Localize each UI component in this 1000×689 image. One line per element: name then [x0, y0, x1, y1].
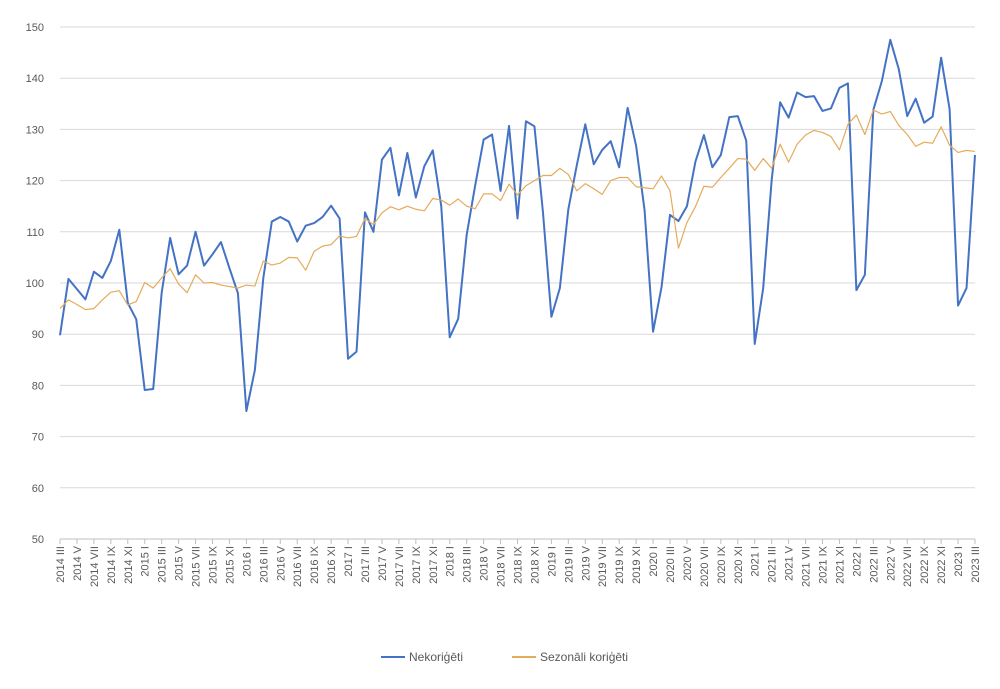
x-tick-label: 2020 VII	[699, 546, 711, 587]
y-tick-label: 100	[26, 278, 44, 290]
y-tick-label: 150	[26, 22, 44, 34]
x-tick-label: 2016 VII	[292, 546, 304, 587]
legend-label-sezonali-korigeti: Sezonāli koriģēti	[540, 650, 628, 664]
x-tick-label: 2020 IX	[716, 545, 728, 584]
series-line-0	[59, 38, 976, 412]
x-tick-label: 2015 IX	[208, 545, 220, 584]
x-tick-label: 2014 V	[72, 545, 84, 581]
x-tick-label: 2021 I	[750, 546, 762, 577]
x-tick-label: 2015 XI	[224, 546, 236, 584]
x-tick-label: 2018 VII	[496, 546, 508, 587]
x-tick-label: 2020 V	[682, 545, 694, 581]
y-tick-label: 50	[32, 534, 44, 546]
x-tick-label: 2018 I	[445, 546, 457, 577]
y-tick-label: 70	[32, 432, 44, 444]
x-tick-label: 2020 XI	[733, 546, 745, 584]
y-axis: 50 60 70 80 90 100 110 120 130 140 150	[26, 22, 44, 546]
x-axis: 2014 III 2014 V 2014 VII 2014 IX 2014 XI 2015…	[55, 538, 982, 587]
x-tick-label: 2017 XI	[428, 546, 440, 584]
x-tick-label: 2020 III	[665, 546, 677, 583]
x-tick-label: 2019 VII	[597, 546, 609, 587]
x-tick-label: 2019 V	[580, 545, 592, 581]
series-layer	[59, 38, 976, 412]
x-tick-label: 2021 VII	[801, 546, 813, 587]
x-tick-label: 2023 III	[970, 546, 982, 583]
x-tick-label: 2016 I	[241, 546, 253, 577]
x-tick-label: 2019 XI	[631, 546, 643, 584]
legend: Nekoriģēti Sezonāli koriģēti	[381, 650, 628, 664]
x-tick-label: 2021 V	[784, 545, 796, 581]
x-tick-label: 2019 I	[546, 546, 558, 577]
y-tick-label: 130	[26, 124, 44, 136]
x-tick-label: 2022 IX	[919, 545, 931, 584]
x-tick-label: 2014 VII	[89, 546, 101, 587]
x-tick-label: 2015 VII	[191, 546, 203, 587]
x-tick-label: 2017 IX	[411, 545, 423, 584]
x-tick-label: 2014 III	[55, 546, 67, 583]
x-tick-label: 2022 V	[885, 545, 897, 581]
x-tick-label: 2022 XI	[936, 546, 948, 584]
y-tick-label: 90	[32, 329, 44, 341]
x-tick-label: 2022 III	[868, 546, 880, 583]
x-tick-label: 2017 VII	[394, 546, 406, 587]
y-tick-label: 110	[26, 227, 44, 239]
legend-label-nekorigeti: Nekoriģēti	[409, 650, 463, 664]
x-tick-label: 2022 VII	[902, 546, 914, 587]
x-tick-label: 2021 XI	[834, 546, 846, 584]
y-tick-label: 120	[26, 176, 44, 188]
x-tick-label: 2015 V	[174, 545, 186, 581]
y-tick-label: 60	[32, 483, 44, 495]
x-tick-label: 2014 IX	[106, 545, 118, 584]
x-tick-label: 2017 I	[343, 546, 355, 577]
series-line-1	[59, 109, 976, 311]
x-tick-label: 2021 IX	[818, 545, 830, 584]
x-tick-label: 2018 IX	[513, 545, 525, 584]
x-tick-label: 2018 III	[462, 546, 474, 583]
grid-lines	[60, 26, 975, 489]
x-tick-label: 2018 XI	[529, 546, 541, 584]
x-tick-label: 2023 I	[953, 546, 965, 577]
x-tick-label: 2018 V	[479, 545, 491, 581]
x-tick-label: 2021 III	[767, 546, 779, 583]
y-tick-label: 140	[26, 73, 44, 85]
x-tick-label: 2016 III	[258, 546, 270, 583]
x-tick-label: 2016 V	[275, 545, 287, 581]
x-tick-label: 2019 IX	[614, 545, 626, 584]
x-tick-label: 2019 III	[563, 546, 575, 583]
x-tick-label: 2020 I	[648, 546, 660, 577]
x-tick-label: 2014 XI	[123, 546, 135, 584]
x-tick-label: 2017 V	[377, 545, 389, 581]
y-tick-label: 80	[32, 380, 44, 392]
x-tick-label: 2022 I	[851, 546, 863, 577]
x-tick-label: 2017 III	[360, 546, 372, 583]
x-tick-label: 2015 I	[140, 546, 152, 577]
x-tick-label: 2016 IX	[309, 545, 321, 584]
x-tick-label: 2015 III	[157, 546, 169, 583]
x-tick-label: 2016 XI	[326, 546, 338, 584]
